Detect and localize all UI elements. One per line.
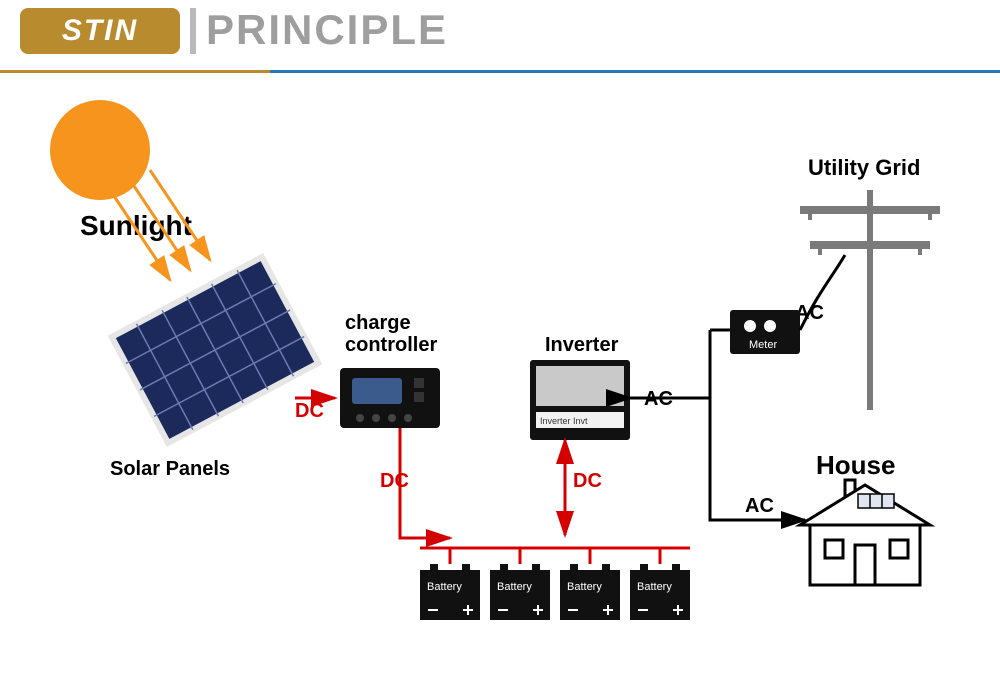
meter-icon: Meter	[730, 310, 800, 354]
sun-ray	[130, 180, 190, 270]
sun-ray	[150, 170, 210, 260]
battery-icon: Battery	[420, 564, 480, 620]
battery-icon: Battery	[490, 564, 550, 620]
header: STIN PRINCIPLE	[0, 0, 1000, 80]
diagram-svg: Inverter Invt Meter	[0, 80, 1000, 690]
battery-bank: Battery Battery Battery Battery	[420, 564, 690, 620]
logo-text: STIN	[62, 14, 138, 48]
header-divider	[190, 8, 196, 54]
battery-icon: Battery	[630, 564, 690, 620]
logo-badge: STIN	[20, 8, 180, 54]
header-rule	[0, 70, 1000, 73]
inverter-icon: Inverter Invt	[530, 360, 630, 440]
house-icon	[800, 480, 930, 585]
battery-icon: Battery	[560, 564, 620, 620]
ac-wires	[630, 255, 845, 520]
sun-ray	[110, 190, 170, 280]
diagram-canvas: Sunlight Solar Panels chargecontroller I…	[0, 80, 1000, 690]
charge-controller-icon	[340, 368, 440, 428]
inverter-box-label: Inverter Invt	[540, 416, 588, 426]
svg-text:Battery: Battery	[427, 581, 462, 593]
utility-pole-icon	[800, 190, 940, 410]
svg-text:Battery: Battery	[497, 581, 532, 593]
svg-text:Battery: Battery	[567, 581, 602, 593]
solar-panel-icon	[112, 257, 318, 443]
meter-label: Meter	[749, 339, 777, 351]
page-title: PRINCIPLE	[206, 6, 448, 54]
svg-text:Battery: Battery	[637, 581, 672, 593]
